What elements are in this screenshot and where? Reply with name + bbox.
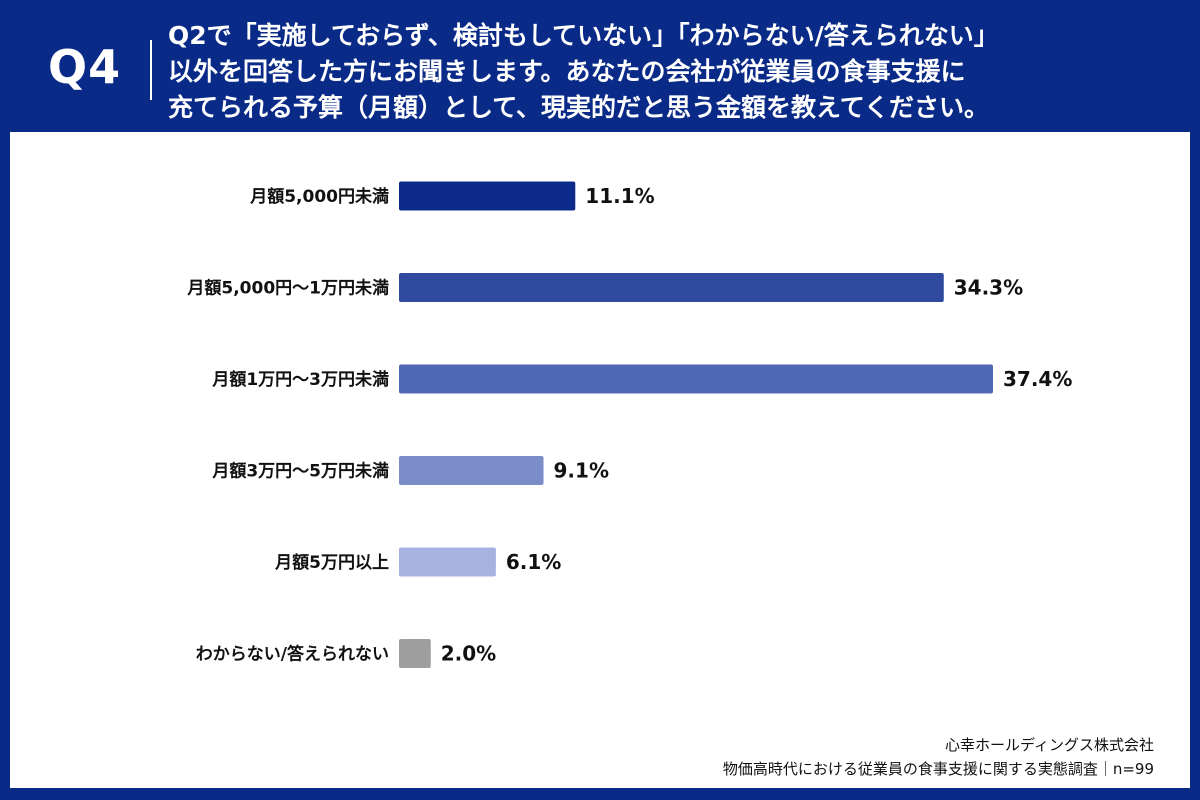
question-text: Q2で「実施しておらず、検討もしていない」「わからない/答えられない」 以外を回…	[168, 18, 1178, 126]
footer: 心幸ホールディングス株式会社 物価高時代における従業員の食事支援に関する実態調査…	[723, 733, 1154, 781]
question-line-2: 以外を回答した方にお聞きします。あなたの会社が従業員の食事支援に	[168, 57, 966, 86]
value-label: 34.3%	[954, 276, 1023, 300]
chart-panel: 月額5,000円未満 11.1% 月額5,000円〜1万円未満 34.3% 月額1万円〜…	[10, 132, 1190, 788]
category-label: 月額3万円〜5万円未満	[211, 461, 389, 482]
value-label: 2.0%	[441, 642, 496, 666]
footer-survey: 物価高時代における従業員の食事支援に関する実態調査｜n=99	[722, 760, 1154, 778]
value-label: 6.1%	[506, 550, 561, 574]
category-label: 月額1万円〜3万円未満	[211, 369, 389, 390]
bar	[399, 547, 496, 577]
value-label: 11.1%	[585, 184, 654, 208]
value-label: 9.1%	[554, 459, 609, 483]
bar	[399, 639, 431, 668]
question-line-1: Q2で「実施しておらず、検討もしていない」「わからない/答えられない」	[168, 21, 999, 50]
bar	[399, 273, 944, 302]
bar	[399, 456, 544, 485]
footer-company: 心幸ホールディングス株式会社	[945, 736, 1154, 754]
header-divider	[150, 40, 152, 100]
question-header: Q4 Q2で「実施しておらず、検討もしていない」「わからない/答えられない」 以…	[0, 0, 1200, 132]
value-label: 37.4%	[1003, 367, 1072, 391]
question-id: Q4	[48, 40, 122, 94]
category-label: 月額5,000円〜1万円未満	[186, 278, 389, 299]
category-label: 月額5,000円未満	[249, 186, 389, 207]
bar-chart: 月額5,000円未満 11.1% 月額5,000円〜1万円未満 34.3% 月額1万円〜…	[186, 181, 1072, 668]
category-label: わからない/答えられない	[196, 644, 389, 665]
question-line-3: 充てられる予算（月額）として、現実的だと思う金額を教えてください。	[168, 93, 990, 122]
bar	[399, 181, 576, 211]
category-label: 月額5万円以上	[274, 552, 389, 573]
bar	[399, 364, 993, 394]
